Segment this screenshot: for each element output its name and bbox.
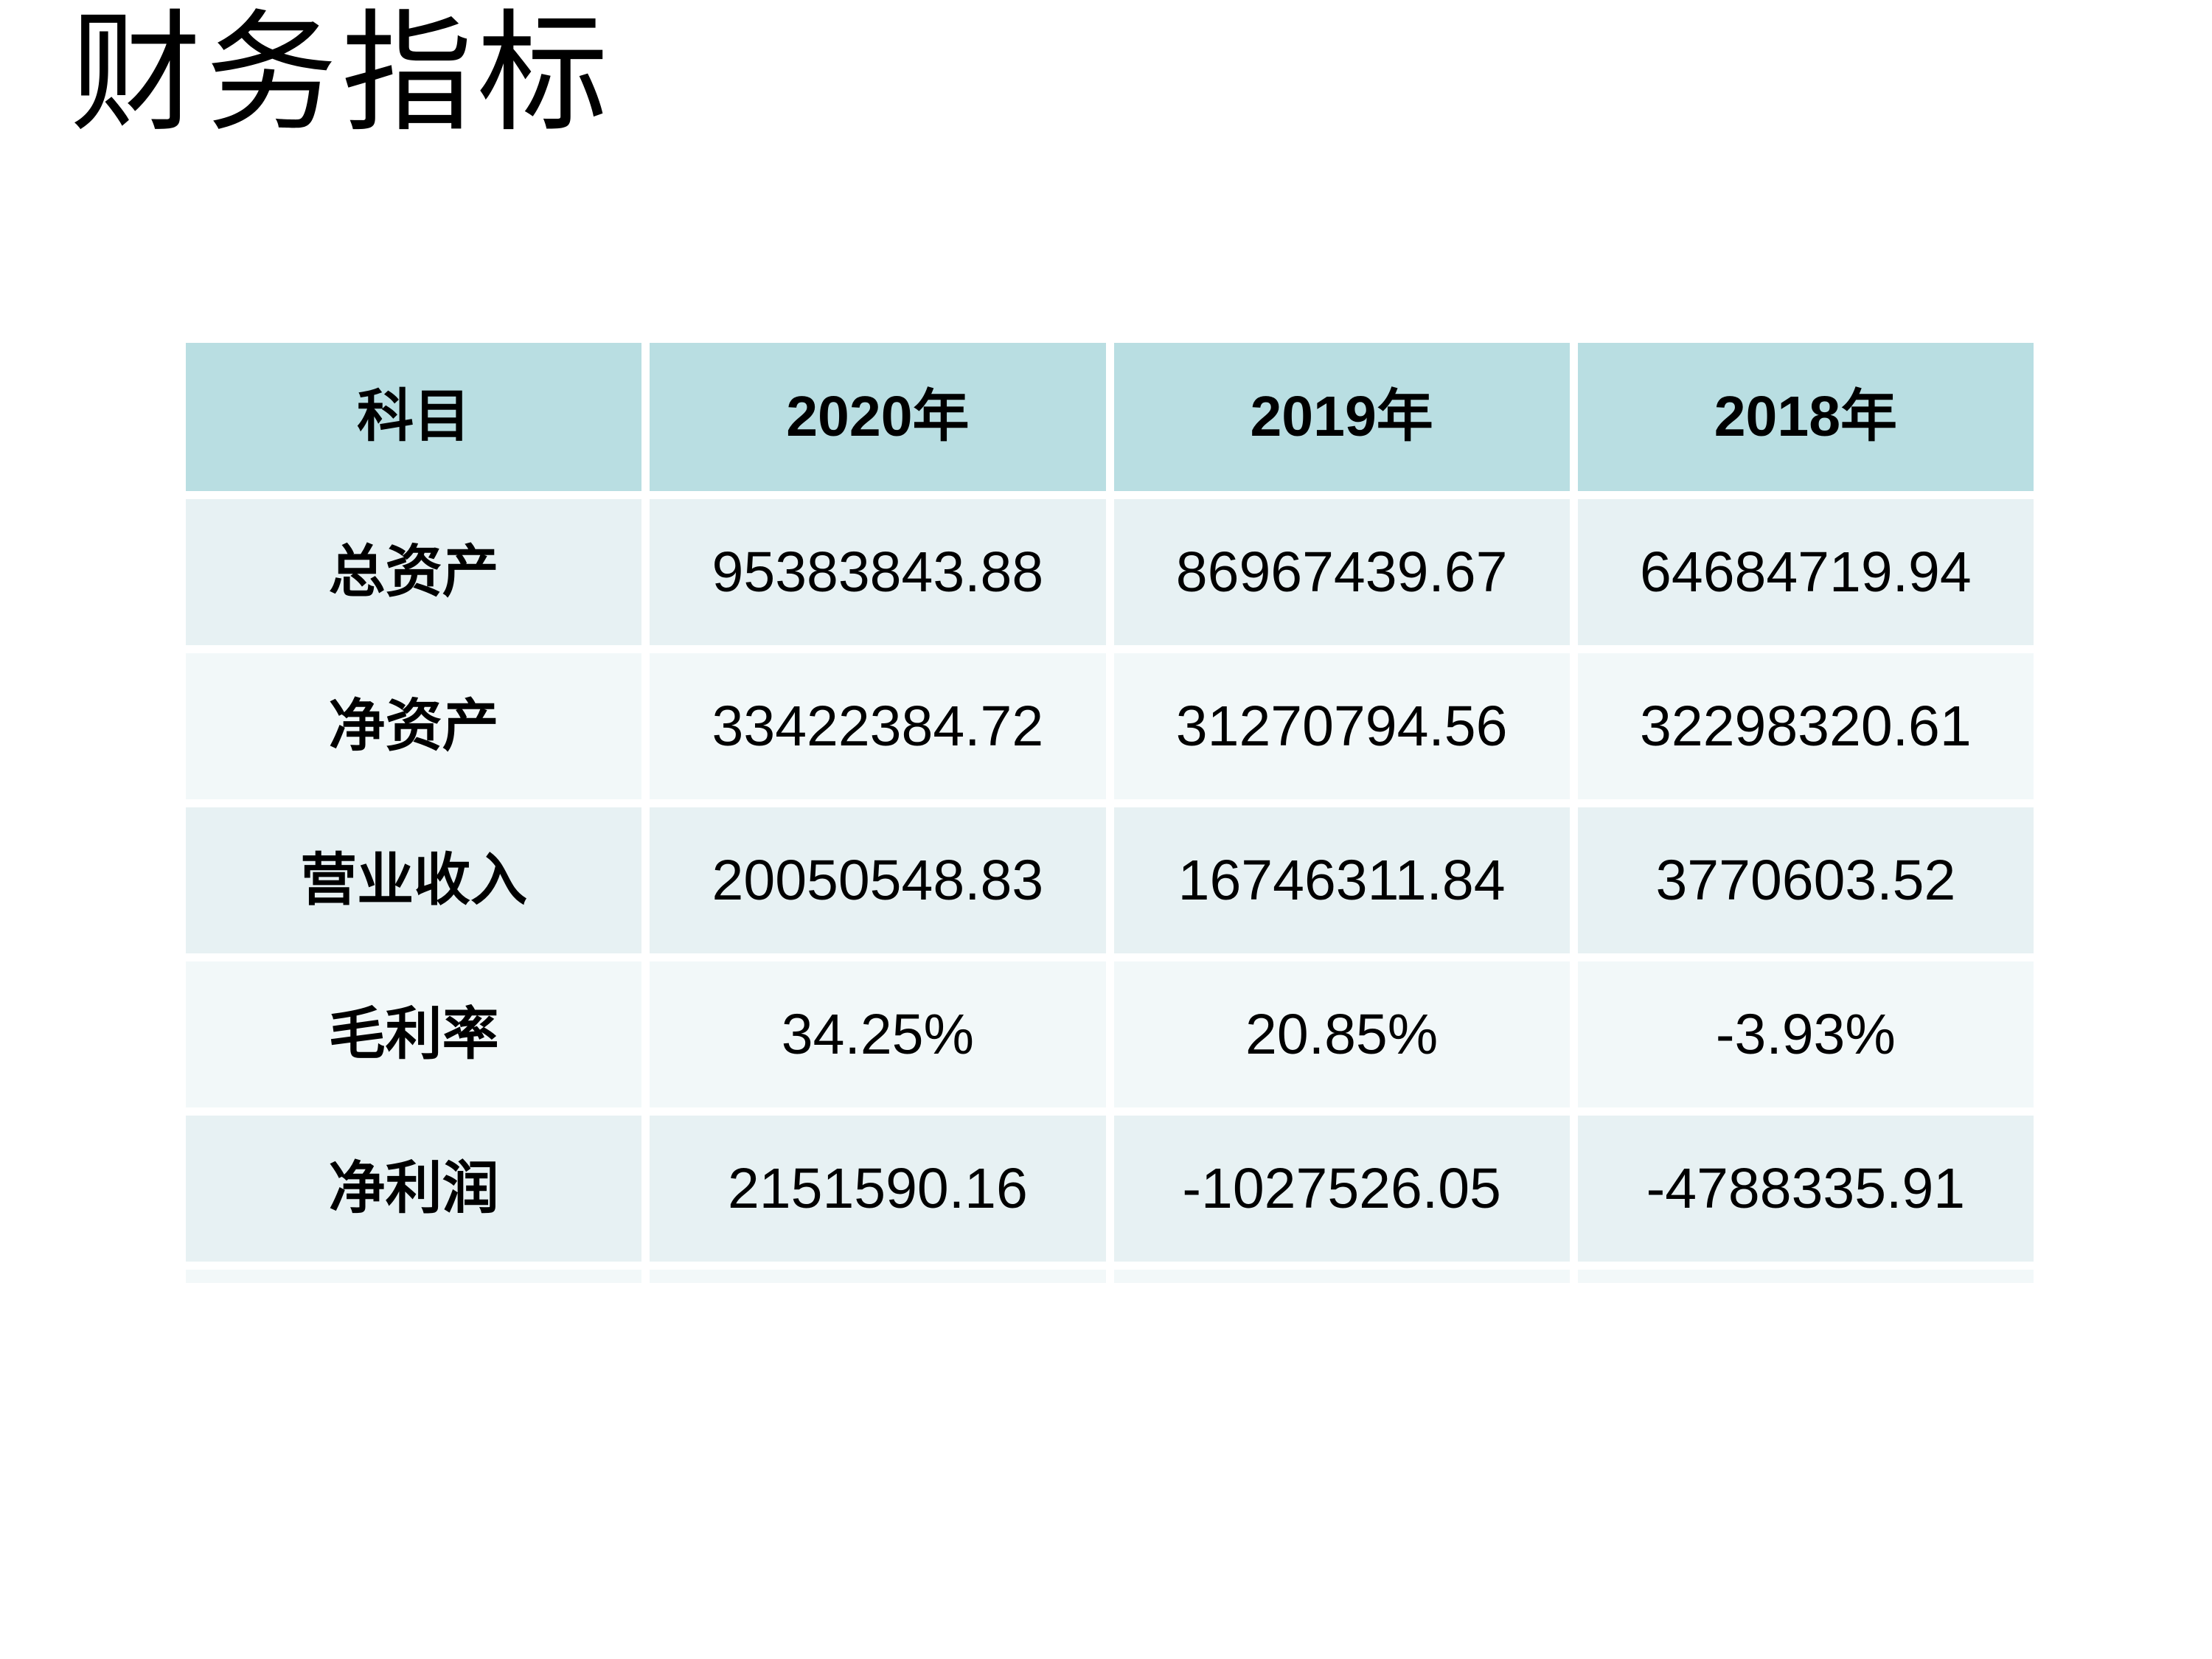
partial-row-cell [186,1270,642,1283]
cell-net-profit-2019: -1027526.05 [1113,1116,1570,1262]
column-header-2019: 2019年 [1113,343,1570,491]
page-title: 财务指标 [70,1,613,147]
cell-gross-margin-2018: -3.93% [1577,961,2034,1107]
cell-net-assets-2019: 31270794.56 [1113,653,1570,799]
cell-total-assets-2019: 86967439.67 [1113,499,1570,645]
column-header-subject: 科目 [186,343,642,491]
column-header-2020: 2020年 [650,343,1106,491]
row-label-gross-margin: 毛利率 [186,961,642,1107]
partial-row-cell [650,1270,1106,1283]
cell-operating-revenue-2019: 16746311.84 [1113,807,1570,953]
cell-operating-revenue-2020: 20050548.83 [650,807,1106,953]
row-label-operating-revenue: 营业收入 [186,807,642,953]
financial-indicators-table: 科目 2020年 2019年 2018年 总资产 95383843.88 869… [186,343,2034,1283]
cell-gross-margin-2019: 20.85% [1113,961,1570,1107]
cell-total-assets-2020: 95383843.88 [650,499,1106,645]
row-label-net-profit: 净利润 [186,1116,642,1262]
column-header-2018: 2018年 [1577,343,2034,491]
row-label-net-assets: 净资产 [186,653,642,799]
partial-row-cell [1577,1270,2034,1283]
row-label-total-assets: 总资产 [186,499,642,645]
cell-total-assets-2018: 64684719.94 [1577,499,2034,645]
cell-net-assets-2018: 32298320.61 [1577,653,2034,799]
cell-net-profit-2020: 2151590.16 [650,1116,1106,1262]
cell-gross-margin-2020: 34.25% [650,961,1106,1107]
cell-operating-revenue-2018: 3770603.52 [1577,807,2034,953]
cell-net-assets-2020: 33422384.72 [650,653,1106,799]
partial-row-cell [1113,1270,1570,1283]
cell-net-profit-2018: -4788335.91 [1577,1116,2034,1262]
